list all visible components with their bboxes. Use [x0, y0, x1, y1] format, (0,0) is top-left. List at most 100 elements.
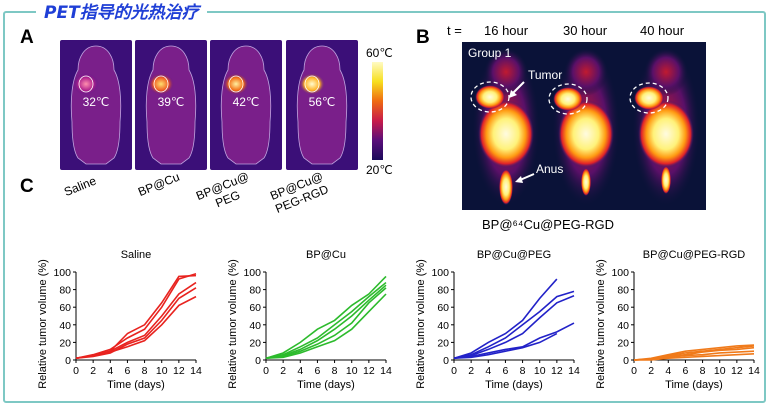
y-tick-label: 60 [437, 302, 449, 314]
y-tick-label: 20 [437, 337, 449, 349]
x-tick-label: 10 [156, 365, 168, 377]
y-tick-label: 80 [249, 285, 261, 297]
y-tick-label: 0 [65, 355, 71, 367]
x-axis-label: Time (days) [665, 379, 723, 391]
thermal-image-saline [60, 40, 132, 170]
y-axis-label: Relative tumor volume (%) [227, 259, 239, 389]
temp-label-bpcu: 39℃ [157, 95, 185, 109]
y-tick-label: 0 [443, 355, 449, 367]
x-tick-label: 12 [551, 365, 563, 377]
y-tick-label: 60 [617, 302, 629, 314]
x-tick-label: 2 [90, 365, 96, 377]
y-tick-label: 20 [249, 337, 261, 349]
panel-label-a: A [20, 27, 34, 48]
series-line-5 [265, 293, 387, 360]
series-line-4 [453, 322, 575, 360]
pet-anus-label: Anus [536, 162, 564, 176]
x-tick-label: 0 [451, 365, 457, 377]
series-line-2 [75, 272, 197, 360]
y-tick-label: 80 [617, 285, 629, 297]
temp-label-bpcu-peg-rgd: 56℃ [308, 95, 336, 109]
y-tick-label: 80 [437, 285, 449, 297]
y-tick-label: 100 [611, 267, 629, 279]
y-tick-label: 40 [249, 320, 261, 332]
series-line-1 [75, 274, 197, 360]
x-tick-label: 4 [665, 365, 671, 377]
chart-title: BP@Cu [306, 249, 346, 261]
x-axis-label: Time (days) [297, 379, 355, 391]
y-tick-label: 0 [623, 355, 629, 367]
x-tick-label: 14 [190, 365, 202, 377]
figure-frame [3, 11, 766, 403]
time-label-30h: 30 hour [563, 23, 608, 38]
series-line-1 [265, 275, 387, 360]
x-tick-label: 6 [683, 365, 689, 377]
series-line-5 [634, 353, 755, 361]
x-tick-label: 2 [280, 365, 286, 377]
panel-label-c: C [20, 176, 34, 197]
x-tick-label: 10 [346, 365, 358, 377]
x-tick-label: 0 [631, 365, 637, 377]
y-tick-label: 40 [617, 320, 629, 332]
x-tick-label: 8 [142, 365, 148, 377]
chart-title: BP@Cu@PEG [477, 249, 551, 261]
colorbar-min-label: 20℃ [366, 163, 393, 177]
x-tick-label: 6 [315, 365, 321, 377]
y-tick-label: 40 [59, 320, 71, 332]
series-line-3 [265, 284, 387, 360]
pet-scan-graphic [470, 47, 700, 207]
time-label-16h: 16 hour [484, 23, 529, 38]
series-line-2 [633, 344, 755, 361]
figure-title: PET指导的光热治疗 [36, 3, 207, 23]
pet-group-label: Group 1 [468, 46, 512, 60]
pet-image: Group 1 Tumor Anus [462, 42, 706, 210]
temp-label-bpcu-peg: 42℃ [232, 95, 260, 109]
x-tick-label: 12 [731, 365, 743, 377]
x-tick-label: 6 [125, 365, 131, 377]
panel-label-b: B [416, 27, 430, 48]
y-tick-label: 100 [53, 267, 71, 279]
y-axis-label: Relative tumor volume (%) [415, 259, 427, 389]
y-tick-label: 40 [437, 320, 449, 332]
pet-tumor-label: Tumor [528, 68, 563, 82]
x-tick-label: 12 [363, 365, 375, 377]
anus-arrow [519, 173, 535, 181]
y-tick-label: 0 [255, 355, 261, 367]
thermal-image-bpcu [135, 40, 207, 170]
y-tick-label: 20 [59, 337, 71, 349]
chart-title: Saline [121, 249, 152, 261]
series-line-4 [633, 350, 755, 361]
y-tick-label: 80 [59, 285, 71, 297]
x-tick-label: 14 [380, 365, 392, 377]
time-prefix: t = [447, 23, 462, 38]
x-tick-label: 0 [73, 365, 79, 377]
colorbar-max-label: 60℃ [366, 46, 393, 60]
x-tick-label: 14 [748, 365, 760, 377]
tumor-circle-16h [470, 81, 510, 113]
x-tick-label: 14 [568, 365, 580, 377]
time-label-40h: 40 hour [640, 23, 685, 38]
thermal-image-bpcu-peg-rgd [286, 40, 358, 170]
y-tick-label: 60 [249, 302, 261, 314]
x-tick-label: 8 [700, 365, 706, 377]
chart-title: BP@Cu@PEG-RGD [643, 249, 745, 261]
y-tick-label: 20 [617, 337, 629, 349]
series-line-2 [453, 290, 575, 360]
tumor-circle-40h [629, 82, 669, 114]
series-line-2 [265, 281, 387, 360]
y-tick-label: 100 [431, 267, 449, 279]
x-tick-label: 10 [714, 365, 726, 377]
series-line-4 [75, 295, 197, 360]
series-line-3 [453, 295, 575, 360]
y-tick-label: 60 [59, 302, 71, 314]
x-tick-label: 0 [263, 365, 269, 377]
x-tick-label: 12 [173, 365, 185, 377]
series-line-3 [75, 287, 197, 360]
x-axis-label: Time (days) [485, 379, 543, 391]
x-tick-label: 4 [485, 365, 491, 377]
x-tick-label: 8 [332, 365, 338, 377]
y-tick-label: 100 [243, 267, 261, 279]
x-tick-label: 4 [297, 365, 303, 377]
